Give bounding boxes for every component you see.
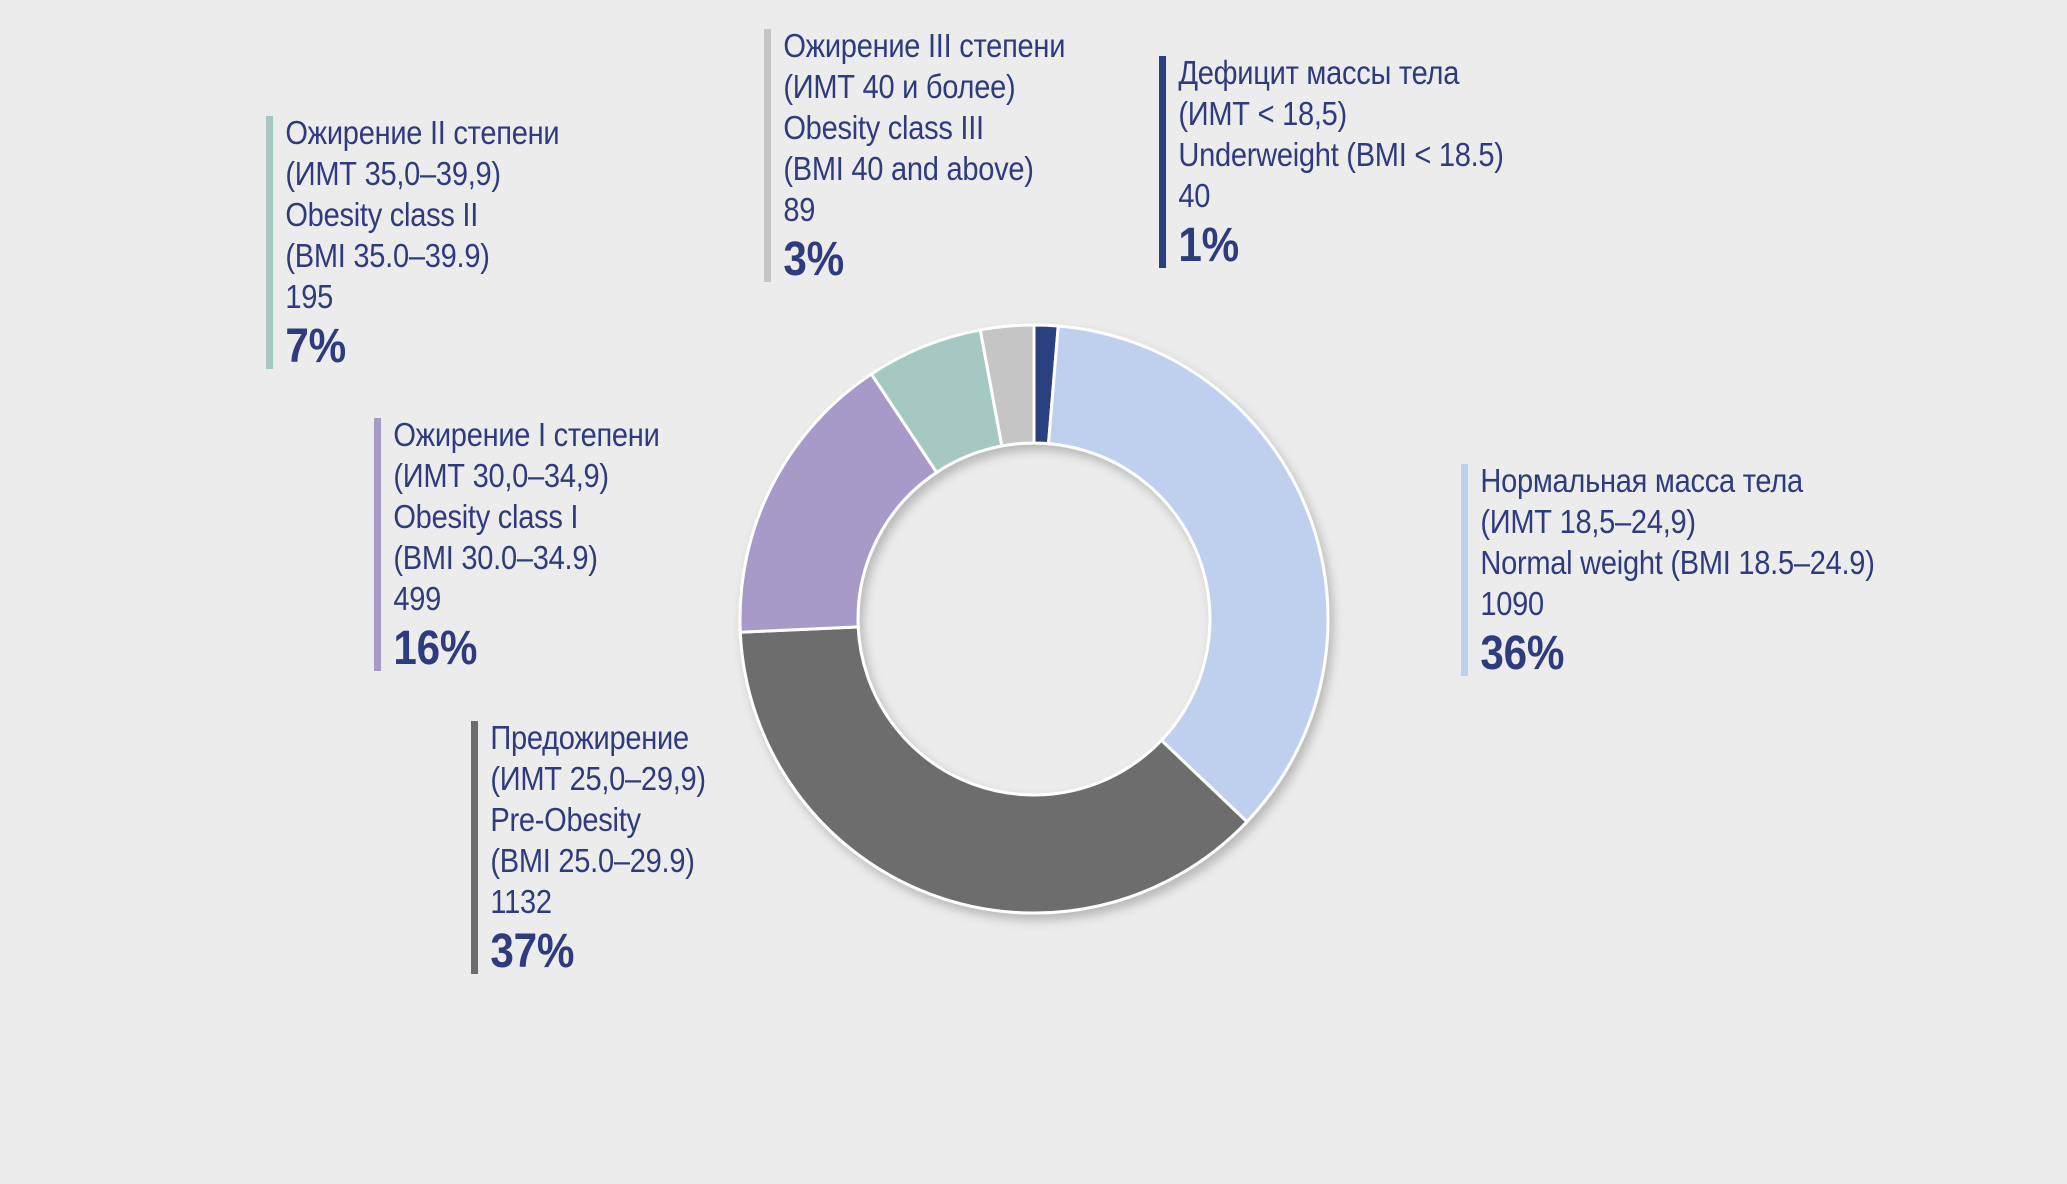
- label-obesity2-percent: 7%: [285, 320, 346, 373]
- label-underweight: Дефицит массы тела (ИМТ < 18,5) Underwei…: [1159, 52, 1504, 274]
- label-obesity3-range-ru: (ИМТ 40 и более): [783, 68, 1016, 105]
- label-normal-ru: Нормальная масса тела: [1480, 462, 1803, 499]
- label-preobesity-range-ru: (ИМТ 25,0–29,9): [490, 760, 706, 797]
- label-obesity1: Ожирение I степени (ИМТ 30,0–34,9) Obesi…: [374, 414, 660, 677]
- label-underweight-range-ru: (ИМТ < 18,5): [1178, 95, 1347, 132]
- label-preobesity-en: Pre-Obesity: [490, 801, 641, 838]
- label-normal-count: 1090: [1480, 585, 1544, 622]
- label-obesity2-bar: [266, 116, 274, 369]
- slice-obesity1: [738, 371, 939, 634]
- label-obesity3: Ожирение III степени (ИМТ 40 и более) Ob…: [764, 25, 1065, 288]
- label-obesity3-count: 89: [783, 191, 816, 228]
- label-normal-range-ru: (ИМТ 18,5–24,9): [1480, 503, 1696, 540]
- label-underweight-count: 40: [1178, 177, 1211, 214]
- label-obesity1-percent: 16%: [393, 622, 478, 675]
- label-obesity2-ru: Ожирение II степени: [285, 114, 560, 151]
- label-obesity1-range-ru: (ИМТ 30,0–34,9): [393, 457, 609, 494]
- label-normal-percent: 36%: [1480, 627, 1565, 680]
- label-preobesity-range-en: (BMI 25.0–29.9): [490, 842, 695, 879]
- label-obesity3-percent: 3%: [783, 233, 844, 286]
- label-obesity3-ru: Ожирение III степени: [783, 27, 1066, 64]
- label-obesity2-en: Obesity class II: [285, 196, 479, 233]
- label-underweight-bar: [1159, 56, 1167, 268]
- label-obesity3-bar: [764, 29, 772, 282]
- label-obesity2-range-en: (BMI 35.0–39.9): [285, 237, 490, 274]
- label-preobesity-bar: [471, 721, 479, 974]
- label-obesity1-count: 499: [393, 580, 442, 617]
- label-obesity1-bar: [374, 418, 382, 671]
- label-normal-en: Normal weight (BMI 18.5–24.9): [1480, 544, 1875, 581]
- label-obesity1-range-en: (BMI 30.0–34.9): [393, 539, 598, 576]
- label-obesity2-count: 195: [285, 278, 334, 315]
- label-normal-bar: [1461, 464, 1469, 676]
- label-obesity1-ru: Ожирение I степени: [393, 416, 660, 453]
- label-normal: Нормальная масса тела (ИМТ 18,5–24,9) No…: [1461, 460, 1875, 682]
- label-underweight-en: Underweight (BMI < 18.5): [1178, 136, 1504, 173]
- label-preobesity-ru: Предожирение: [490, 719, 689, 756]
- label-preobesity-percent: 37%: [490, 925, 575, 978]
- label-obesity1-en: Obesity class I: [393, 498, 579, 535]
- donut-slices: [738, 323, 1330, 915]
- label-obesity2: Ожирение II степени (ИМТ 35,0–39,9) Obes…: [266, 112, 560, 375]
- label-obesity3-range-en: (BMI 40 and above): [783, 150, 1034, 187]
- label-preobesity-count: 1132: [490, 883, 552, 920]
- slice-obesity3: [978, 323, 1036, 448]
- label-underweight-ru: Дефицит массы тела: [1178, 54, 1460, 91]
- label-preobesity: Предожирение (ИМТ 25,0–29,9) Pre-Obesity…: [471, 717, 706, 980]
- label-obesity3-en: Obesity class III: [783, 109, 984, 146]
- label-obesity2-range-ru: (ИМТ 35,0–39,9): [285, 155, 501, 192]
- slice-preobesity: [738, 625, 1250, 915]
- slice-normal: [1046, 324, 1330, 824]
- label-underweight-percent: 1%: [1178, 219, 1239, 272]
